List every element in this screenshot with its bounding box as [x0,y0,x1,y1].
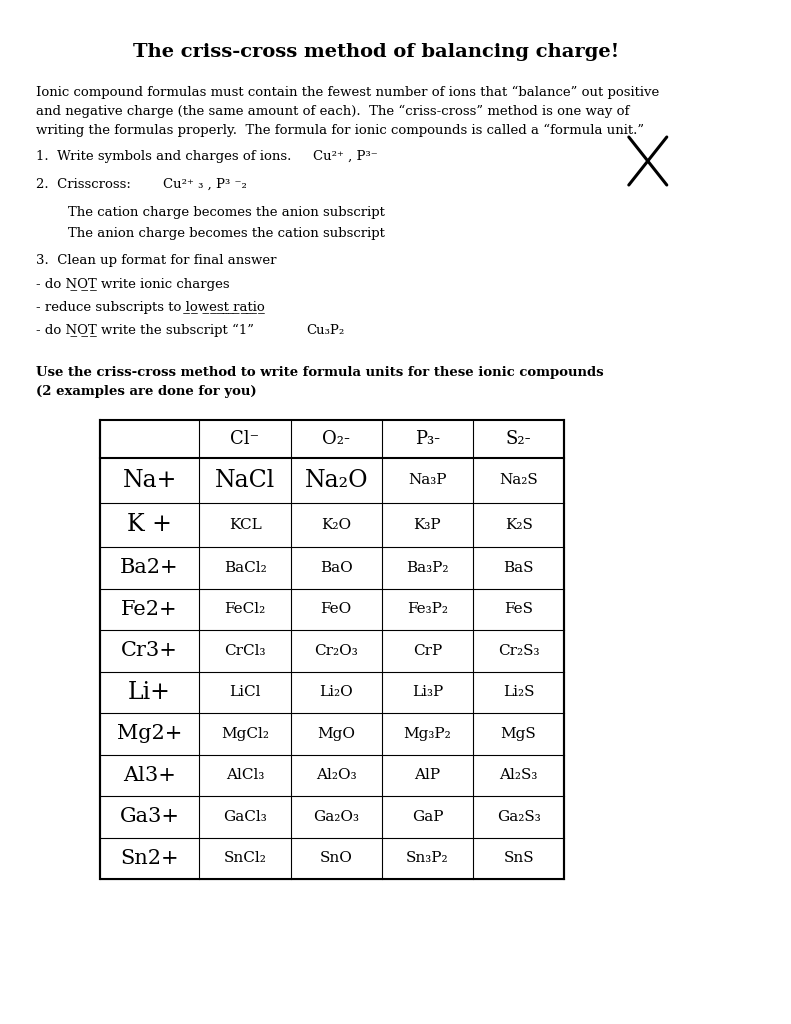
Text: MgS: MgS [501,727,536,740]
Text: SnO: SnO [320,851,353,865]
Text: Cr3+: Cr3+ [121,641,178,660]
Text: SnS: SnS [503,851,534,865]
Text: Na₂O: Na₂O [305,469,368,492]
Text: 1.  Write symbols and charges of ions.: 1. Write symbols and charges of ions. [36,150,291,163]
Text: Use the criss-cross method to write formula units for these ionic compounds
(2 e: Use the criss-cross method to write form… [36,366,604,398]
Text: Cu²⁺ ₃ , P³ ⁻₂: Cu²⁺ ₃ , P³ ⁻₂ [164,178,248,191]
Text: Li+: Li+ [128,681,171,703]
Text: Ga₂S₃: Ga₂S₃ [497,810,540,823]
Text: FeO: FeO [320,602,352,616]
Text: Na+: Na+ [123,469,176,492]
Text: BaCl₂: BaCl₂ [224,561,267,574]
Text: CrP: CrP [413,644,442,657]
Text: K₂O: K₂O [321,518,351,531]
Text: Cl⁻: Cl⁻ [230,430,259,449]
Text: Li₂S: Li₂S [503,685,535,699]
Text: Li₃P: Li₃P [412,685,443,699]
Text: Na₂S: Na₂S [499,473,538,487]
Text: Cu²⁺ , P³⁻: Cu²⁺ , P³⁻ [313,150,378,163]
Text: K₂S: K₂S [505,518,532,531]
Text: Al₂S₃: Al₂S₃ [499,768,538,782]
Text: Mg2+: Mg2+ [117,724,182,743]
Text: Cu₃P₂: Cu₃P₂ [306,324,344,337]
Text: Mg₃P₂: Mg₃P₂ [403,727,452,740]
Text: CrCl₃: CrCl₃ [225,644,266,657]
Text: AlCl₃: AlCl₃ [226,768,264,782]
Text: 2.  Crisscross:: 2. Crisscross: [36,178,131,191]
Text: MgO: MgO [317,727,355,740]
Text: - do N̲O̲T̲ write the subscript “1”: - do N̲O̲T̲ write the subscript “1” [36,324,254,337]
Text: GaCl₃: GaCl₃ [223,810,267,823]
Text: Ionic compound formulas must contain the fewest number of ions that “balance” ou: Ionic compound formulas must contain the… [36,86,660,137]
Text: KCL: KCL [229,518,262,531]
Text: K₃P: K₃P [414,518,441,531]
Text: - reduce subscripts to l̲o̲w̲e̲s̲t̲ ̲r̲a̲t̲i̲o̲: - reduce subscripts to l̲o̲w̲e̲s̲t̲ ̲r̲a… [36,301,265,314]
Text: P₃-: P₃- [414,430,440,449]
Text: SnCl₂: SnCl₂ [224,851,267,865]
Text: LiCl: LiCl [229,685,261,699]
Text: MgCl₂: MgCl₂ [221,727,269,740]
Text: Li₂O: Li₂O [320,685,353,699]
Text: S₂-: S₂- [505,430,532,449]
Text: Ba₃P₂: Ba₃P₂ [407,561,448,574]
Text: Sn2+: Sn2+ [120,849,179,867]
Text: O₂-: O₂- [322,430,350,449]
Text: GaP: GaP [411,810,443,823]
Text: FeS: FeS [504,602,533,616]
Text: NaCl: NaCl [215,469,275,492]
Text: The anion charge becomes the cation subscript: The anion charge becomes the cation subs… [68,227,385,240]
Text: Ga3+: Ga3+ [119,807,180,826]
Text: Fe₃P₂: Fe₃P₂ [407,602,448,616]
Text: AlP: AlP [414,768,441,782]
Text: Ba2+: Ba2+ [120,558,179,578]
Text: - do N̲O̲T̲ write ionic charges: - do N̲O̲T̲ write ionic charges [36,278,229,291]
Text: BaO: BaO [320,561,353,574]
Text: Al3+: Al3+ [123,766,176,784]
Bar [100,420,564,879]
Text: Al₂O₃: Al₂O₃ [316,768,357,782]
Text: Na₃P: Na₃P [408,473,447,487]
Text: Cr₂O₃: Cr₂O₃ [314,644,358,657]
Text: K +: K + [127,513,172,537]
Text: Sn₃P₂: Sn₃P₂ [406,851,448,865]
Text: 3.  Clean up format for final answer: 3. Clean up format for final answer [36,254,277,267]
Text: Fe2+: Fe2+ [121,600,178,618]
Text: BaS: BaS [503,561,534,574]
Text: The criss-cross method of balancing charge!: The criss-cross method of balancing char… [133,43,619,61]
Text: FeCl₂: FeCl₂ [225,602,266,616]
Text: The cation charge becomes the anion subscript: The cation charge becomes the anion subs… [68,206,385,219]
Text: Ga₂O₃: Ga₂O₃ [313,810,359,823]
Text: Cr₂S₃: Cr₂S₃ [498,644,539,657]
